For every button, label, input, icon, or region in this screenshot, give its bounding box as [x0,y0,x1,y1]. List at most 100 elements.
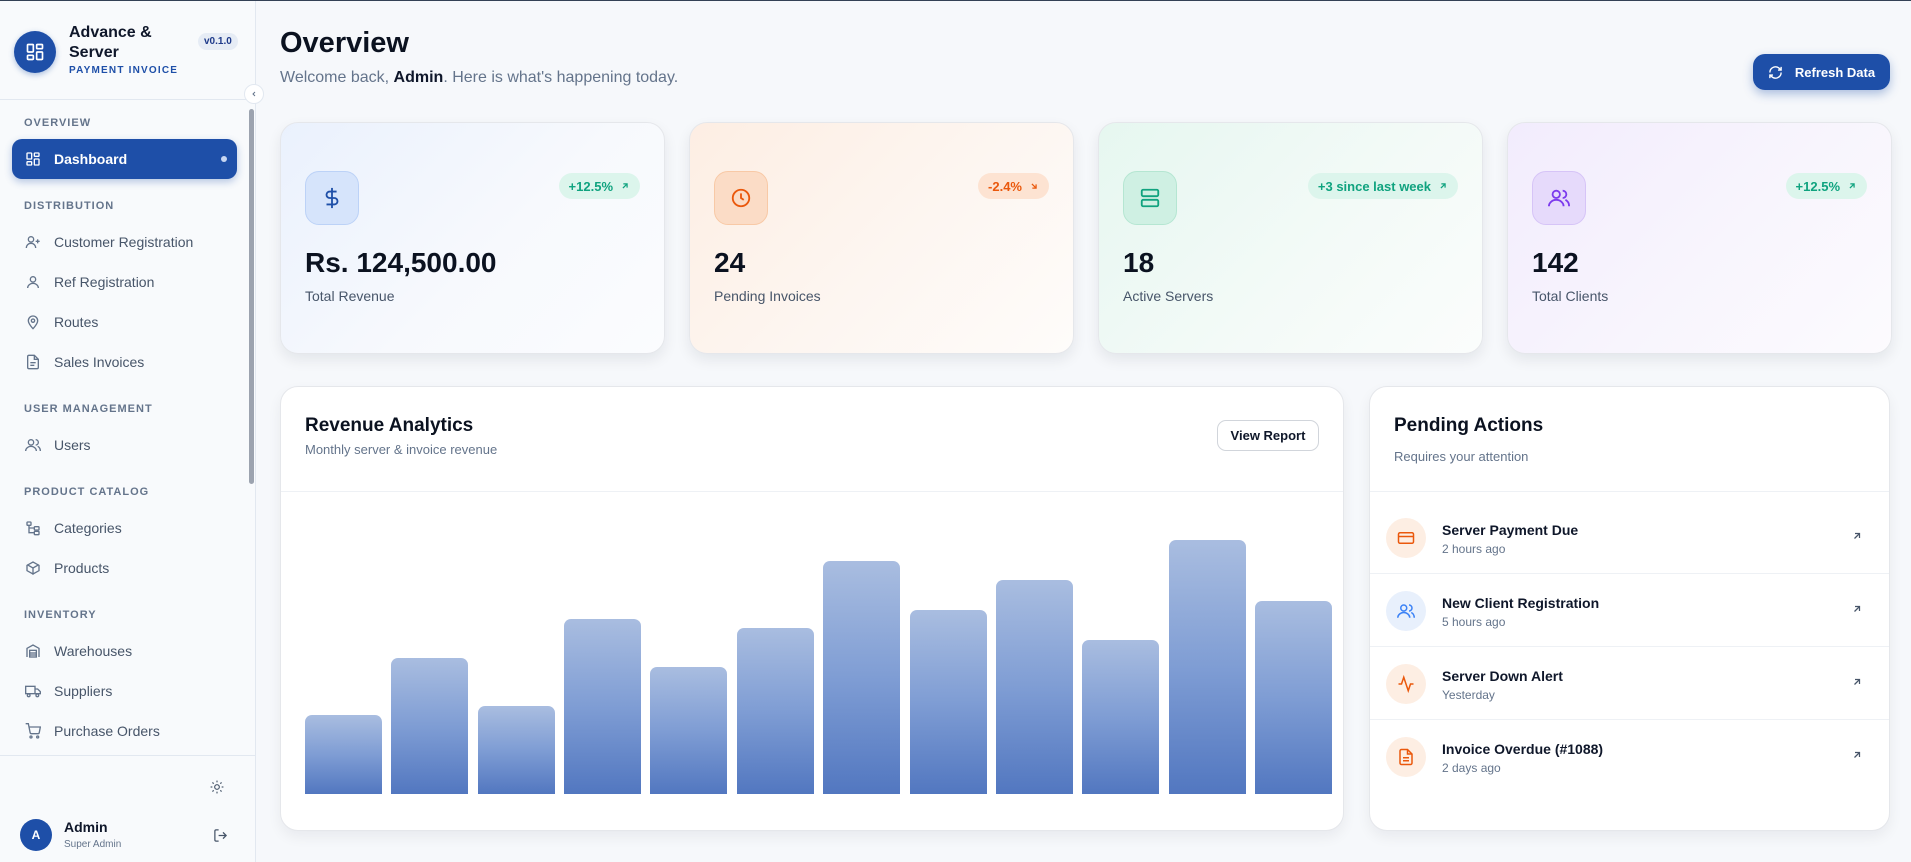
divider [0,99,256,100]
collapse-sidebar-button[interactable] [244,84,264,104]
chart-bar[interactable] [564,618,642,794]
chart-bar[interactable] [909,609,987,794]
stat-label: Active Servers [1123,288,1214,304]
welcome-name: Admin [393,69,444,86]
version-badge: v0.1.0 [198,33,238,50]
avatar[interactable]: A [20,819,52,851]
stat-card-total-revenue[interactable]: +12.5% Rs. 124,500.00 Total Revenue [280,122,665,354]
trend-badge: +12.5% [558,173,640,199]
action-title: Server Down Alert [1442,668,1563,684]
chart-bar[interactable] [736,627,814,794]
active-indicator [221,156,227,162]
file-text-icon [1386,737,1426,777]
chart-bar[interactable] [1168,540,1246,794]
sidebar-item-label: Products [54,560,110,576]
chart-bar[interactable] [650,667,728,794]
arrow-up-right-icon [1847,181,1857,191]
dollar-icon [305,171,359,225]
stat-value: 18 [1123,247,1155,278]
activity-icon [1386,664,1426,704]
sidebar-item-label: Warehouses [54,643,133,659]
sidebar-item-label: Suppliers [54,683,113,699]
view-report-button[interactable]: View Report [1217,420,1319,451]
dashboard-grid-icon [14,31,56,73]
action-title: Server Payment Due [1442,522,1579,538]
sidebar-item-products[interactable]: Products [12,548,237,588]
sidebar-item-sales-invoices[interactable]: Sales Invoices [12,342,237,382]
user-role: Super Admin [64,839,122,850]
stat-card-total-clients[interactable]: +12.5% 142 Total Clients [1507,122,1892,354]
chart-bar[interactable] [1255,600,1332,794]
arrow-down-right-icon [1029,181,1039,191]
sidebar-item-routes[interactable]: Routes [12,302,237,342]
arrow-up-right-icon[interactable] [1851,603,1865,617]
sidebar-item-ref-registration[interactable]: Ref Registration [12,262,237,302]
stat-card-pending-invoices[interactable]: -2.4% 24 Pending Invoices [689,122,1074,354]
badge-text: +12.5% [1795,178,1840,194]
sidebar-item-users[interactable]: Users [12,425,237,465]
chart-bar[interactable] [995,579,1073,794]
users-icon [1386,591,1426,631]
refresh-icon [1768,65,1783,80]
sidebar-item-warehouses[interactable]: Warehouses [12,631,237,671]
action-title: Invoice Overdue (#1088) [1442,741,1604,757]
dashboard-icon [24,150,42,168]
refresh-label: Refresh Data [1794,64,1876,80]
sidebar-item-label: Ref Registration [54,274,155,290]
trend-badge: -2.4% [978,173,1049,199]
chart-bar[interactable] [477,706,555,794]
sidebar-scrollbar[interactable] [249,109,254,484]
cart-icon [24,722,42,740]
trend-badge: +3 since last week [1307,173,1458,199]
panel-subtitle: Requires your attention [1394,449,1529,464]
server-icon [1123,171,1177,225]
revenue-bar-chart [305,492,1332,794]
chart-bar[interactable] [391,658,469,794]
logout-button[interactable] [210,825,230,845]
arrow-up-right-icon [1438,181,1448,191]
sidebar-item-customer-registration[interactable]: Customer Registration [12,222,237,262]
list-item[interactable]: Invoice Overdue (#1088) 2 days ago [1370,720,1889,793]
trend-badge: +12.5% [1785,173,1867,199]
clock-icon [714,171,768,225]
badge-text: +3 since last week [1317,178,1431,194]
action-time: 5 hours ago [1442,615,1506,629]
chart-bar[interactable] [823,561,901,794]
stat-label: Total Revenue [305,288,395,304]
sidebar-item-label: Customer Registration [54,234,194,250]
list-item[interactable]: Server Down Alert Yesterday [1370,647,1889,720]
theme-toggle-button[interactable] [206,776,228,798]
list-item[interactable]: New Client Registration 5 hours ago [1370,574,1889,647]
action-title: New Client Registration [1442,595,1600,611]
stat-card-active-servers[interactable]: +3 since last week 18 Active Servers [1098,122,1483,354]
sidebar-item-suppliers[interactable]: Suppliers [12,671,237,711]
brand[interactable]: Advance & Server PAYMENT INVOICE v0.1.0 [14,24,244,79]
arrow-up-right-icon[interactable] [1851,749,1865,763]
chart-bar[interactable] [305,715,382,794]
panel-subtitle: Monthly server & invoice revenue [305,442,498,457]
action-time: 2 hours ago [1442,542,1506,556]
refresh-data-button[interactable]: Refresh Data [1753,54,1890,90]
sidebar-item-dashboard[interactable]: Dashboard [12,139,237,179]
stat-label: Pending Invoices [714,288,821,304]
badge-text: -2.4% [988,178,1022,194]
truck-icon [24,682,42,700]
user-icon [24,273,42,291]
file-icon [24,353,42,371]
arrow-up-right-icon[interactable] [1851,530,1865,544]
chart-bar[interactable] [1082,639,1160,794]
user-name: Admin [64,819,108,835]
arrow-up-right-icon[interactable] [1851,676,1865,690]
divider [281,491,1343,492]
sidebar-item-label: Purchase Orders [54,723,160,739]
list-item[interactable]: Server Payment Due 2 hours ago [1370,501,1889,574]
brand-subtitle: PAYMENT INVOICE [69,65,179,76]
sidebar-item-purchase-orders[interactable]: Purchase Orders [12,711,237,751]
welcome-message: Welcome back, Admin. Here is what's happ… [280,69,678,87]
users-icon [1532,171,1586,225]
credit-card-icon [1386,518,1426,558]
arrow-up-right-icon [620,181,630,191]
package-icon [24,559,42,577]
sidebar-item-label: Dashboard [54,151,128,167]
sidebar-item-categories[interactable]: Categories [12,508,237,548]
